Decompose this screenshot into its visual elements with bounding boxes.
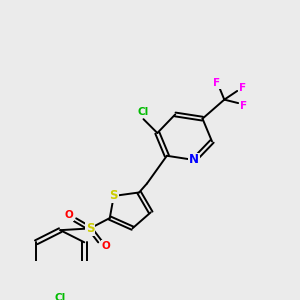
- Text: O: O: [65, 211, 74, 220]
- Text: Cl: Cl: [138, 107, 149, 117]
- Text: F: F: [238, 82, 246, 92]
- Text: O: O: [101, 241, 110, 251]
- Text: F: F: [213, 78, 220, 88]
- Text: N: N: [189, 154, 199, 166]
- Text: S: S: [110, 190, 118, 202]
- Text: S: S: [86, 222, 94, 235]
- Text: Cl: Cl: [55, 292, 66, 300]
- Text: F: F: [240, 101, 247, 111]
